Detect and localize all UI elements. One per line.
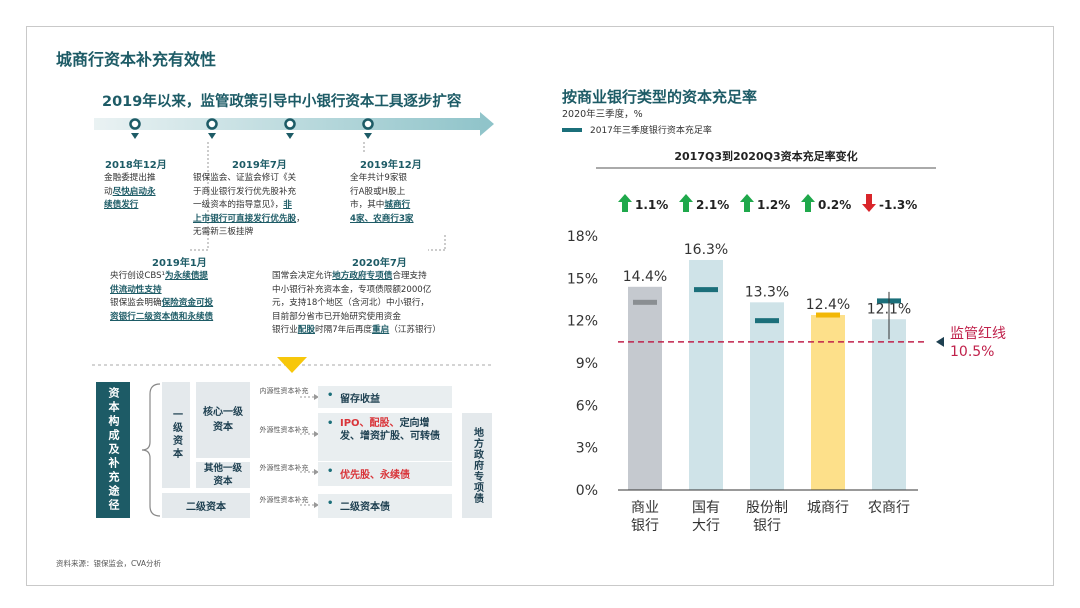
chart-legend: 2017年三季度银行资本充足率 (562, 123, 712, 136)
core-tier1-box: 核心一级资本 (196, 382, 250, 458)
red-line-pointer-icon (936, 336, 944, 347)
y-tick-label: 15% (567, 271, 598, 287)
timeline-text: 金融委提出推 动尽快启动永 续债发行 (104, 173, 156, 210)
timeline-pointer (364, 133, 372, 139)
external-source-label: 外源性资本补充 (259, 496, 309, 504)
marker-2017 (816, 312, 840, 318)
change-title-underline (596, 167, 936, 169)
category-label: 商业银行 (631, 500, 659, 534)
timeline-pointer (286, 133, 294, 139)
y-tick-label: 12% (567, 314, 598, 330)
timeline-node (284, 118, 296, 130)
timeline-text: 全年共计9家银 行A股或H股上 市，其中城商行 4家、农商行3家 (350, 173, 414, 224)
up-arrow-icon (801, 194, 815, 212)
y-tick-label: 3% (576, 441, 598, 457)
legend-label: 2017年三季度银行资本充足率 (590, 126, 712, 136)
item-tier2-external: • 二级资本债 (318, 494, 452, 518)
change-label: 1.2% (757, 198, 790, 212)
up-arrow-icon (618, 194, 632, 212)
timeline-connectors (190, 142, 446, 251)
timeline-date: 2019年7月 (232, 160, 287, 171)
change-title: 2017Q3到2020Q3资本充足率变化 (674, 150, 858, 163)
red-line-label: 监管红线 (950, 326, 1006, 342)
structure-brace (141, 383, 161, 517)
bar-股份制银行 (750, 302, 784, 490)
up-arrow-icon (679, 194, 693, 212)
item-core-external: • IPO、配股、定向增发、增资扩股、可转债 (318, 413, 452, 461)
left-heading: 2019年以来，监管政策引导中小银行资本工具逐步扩容 (102, 94, 462, 110)
structure-arrows (300, 394, 319, 508)
timeline-arrow (94, 112, 494, 139)
timeline-text: 国常会决定允许地方政府专项债合理支持 中小银行补充资本金，专项债限额2000亿 元，… (272, 271, 441, 335)
structure-root: 资本构成及补充途径 (96, 382, 130, 518)
timeline-date: 2019年12月 (360, 160, 422, 171)
timeline-date: 2018年12月 (105, 160, 167, 171)
change-label: -1.3% (879, 198, 917, 212)
tier2-box: 二级资本 (162, 493, 250, 518)
timeline-date: 2019年1月 (152, 258, 207, 269)
timeline-pointer (208, 133, 216, 139)
down-arrow-icon (862, 194, 876, 212)
marker-2017 (755, 318, 779, 324)
change-label: 1.1% (635, 198, 668, 212)
bar-农商行 (872, 319, 906, 490)
y-tick-label: 0% (576, 483, 598, 499)
category-label: 农商行 (868, 500, 910, 516)
timeline-node (206, 118, 218, 130)
external-source-label: 外源性资本补充 (259, 426, 309, 434)
red-line-value: 10.5% (950, 344, 994, 360)
page-title: 城商行资本补充有效性 (56, 50, 217, 69)
legend-swatch (562, 127, 582, 132)
timeline-text: 央行创设CBS¹为永续债提 供流动性支持 银保监会明确保险资金可投 资银行二级资本债和… (110, 271, 214, 322)
value-label: 12.4% (806, 297, 850, 313)
slide-frame (26, 26, 1054, 586)
change-label: 2.1% (696, 198, 729, 212)
value-label: 16.3% (684, 242, 728, 258)
y-tick-label: 18% (567, 229, 598, 245)
local-gov-bond-box: 地方政府专项债 (462, 413, 492, 518)
down-arrow-icon (277, 357, 307, 373)
change-label: 0.2% (818, 198, 851, 212)
chart-subtitle: 2020年三季度，% (562, 109, 643, 120)
section-divider (92, 357, 492, 373)
internal-source-label: 内源性资本补充 (259, 387, 309, 395)
other-tier1-box: 其他一级资本 (196, 462, 250, 488)
source-note: 资料来源：银保监会，CVA分析 (56, 559, 162, 568)
marker-2017 (633, 299, 657, 305)
item-retained-earnings: • 留存收益 (318, 386, 452, 408)
bar-城商行 (811, 315, 845, 490)
chart-heading: 按商业银行类型的资本充足率 (562, 88, 758, 106)
bar-商业银行 (628, 286, 662, 490)
up-arrow-icon (740, 194, 754, 212)
capital-ratio-chart: 0% 3% 6% 9% 12% 15% 18% 14.4% 商业银行 1.1% 16.3% 国有大行 2… (567, 194, 1006, 534)
timeline-date: 2020年7月 (352, 258, 407, 269)
tier1-box: 一级资本 (162, 382, 190, 488)
y-tick-label: 9% (576, 356, 598, 372)
timeline-text: 银保监会、证监会修订《关 于商业银行发行优先股补充 一级资本的指导意见》，非 上市银行… (193, 173, 305, 237)
timeline-pointer (131, 133, 139, 139)
item-other-external: • 优先股、永续债 (318, 462, 452, 486)
value-label: 14.4% (623, 269, 667, 285)
timeline-node (129, 118, 141, 130)
marker-2017 (694, 287, 718, 293)
y-tick-label: 6% (576, 398, 598, 414)
category-label: 国有大行 (692, 500, 720, 534)
value-label: 13.3% (745, 284, 789, 300)
category-label: 城商行 (807, 500, 849, 516)
external-source-label: 外源性资本补充 (259, 464, 309, 472)
bar-国有大行 (689, 259, 723, 490)
timeline-node (362, 118, 374, 130)
category-label: 股份制银行 (746, 500, 788, 534)
